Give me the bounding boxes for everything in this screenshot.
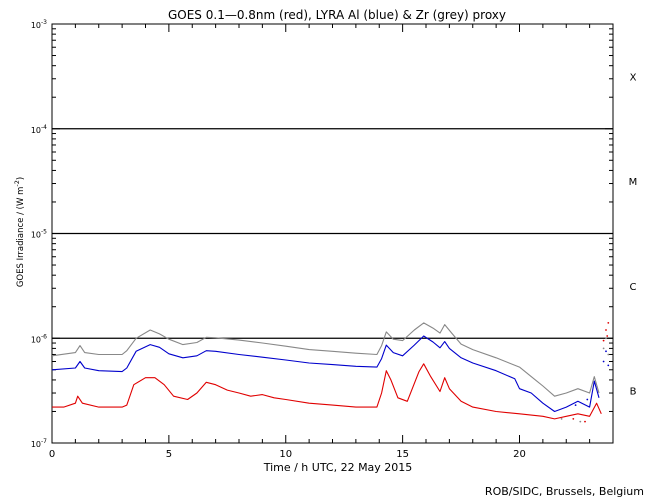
series-point: [606, 335, 609, 337]
y-tick-base: 10: [31, 440, 41, 449]
series-point: [602, 339, 605, 342]
series-point: [602, 360, 605, 363]
x-tick-label: 15: [396, 449, 409, 460]
series-point: [605, 337, 607, 340]
y-axis-label-close: ): [16, 177, 26, 180]
series-point: [605, 329, 607, 331]
y-tick-exponent: -5: [41, 229, 47, 236]
y-axis-label-text: GOES Irradiance / (W m: [16, 187, 26, 288]
series-line: [51, 322, 600, 397]
y-axis-label-exponent: -2: [13, 180, 21, 186]
svg-text:GOES Irradiance / (W m-2): GOES Irradiance / (W m-2): [13, 177, 26, 287]
series-point: [607, 353, 610, 356]
series-point: [579, 420, 582, 423]
credit-text: ROB/SIDC, Brussels, Belgium: [485, 485, 644, 498]
y-axis-label: GOES Irradiance / (W m-2): [13, 177, 26, 287]
series-point: [607, 364, 610, 367]
y-tick-exponent: -6: [41, 333, 47, 340]
y-tick-base: 10: [31, 126, 41, 135]
y-tick-label: 10-4: [31, 124, 47, 135]
flare-class-label: M: [629, 177, 638, 188]
x-tick-label: 10: [279, 449, 292, 460]
y-tick-label: 10-7: [31, 438, 47, 449]
series-point: [584, 420, 586, 423]
y-tick-exponent: -7: [41, 438, 47, 445]
y-tick-base: 10: [31, 335, 41, 344]
series-point: [586, 398, 589, 401]
x-tick-label: 0: [49, 449, 55, 460]
series-line: [52, 363, 602, 420]
y-tick-label: 10-5: [31, 229, 47, 240]
x-tick-label: 5: [166, 449, 172, 460]
x-tick-label: 20: [513, 449, 526, 460]
flare-class-label: C: [630, 282, 637, 293]
y-tick-exponent: -3: [41, 19, 47, 26]
x-axis-label: Time / h UTC, 22 May 2015: [263, 461, 413, 474]
y-tick-base: 10: [31, 231, 41, 240]
series-point: [560, 418, 563, 420]
series-point: [574, 404, 577, 406]
series-point: [602, 347, 605, 350]
series-point: [607, 322, 610, 324]
flare-class-label: X: [630, 72, 637, 83]
y-tick-base: 10: [31, 21, 41, 30]
chart-title: GOES 0.1—0.8nm (red), LYRA Al (blue) & Z…: [168, 8, 506, 22]
y-tick-label: 10-6: [31, 333, 47, 344]
flare-class-label: B: [630, 387, 637, 398]
series-line: [51, 335, 600, 413]
y-tick-label: 10-3: [31, 19, 47, 30]
series-point: [572, 418, 575, 420]
series-point: [605, 350, 607, 353]
y-tick-exponent: -4: [41, 124, 47, 131]
